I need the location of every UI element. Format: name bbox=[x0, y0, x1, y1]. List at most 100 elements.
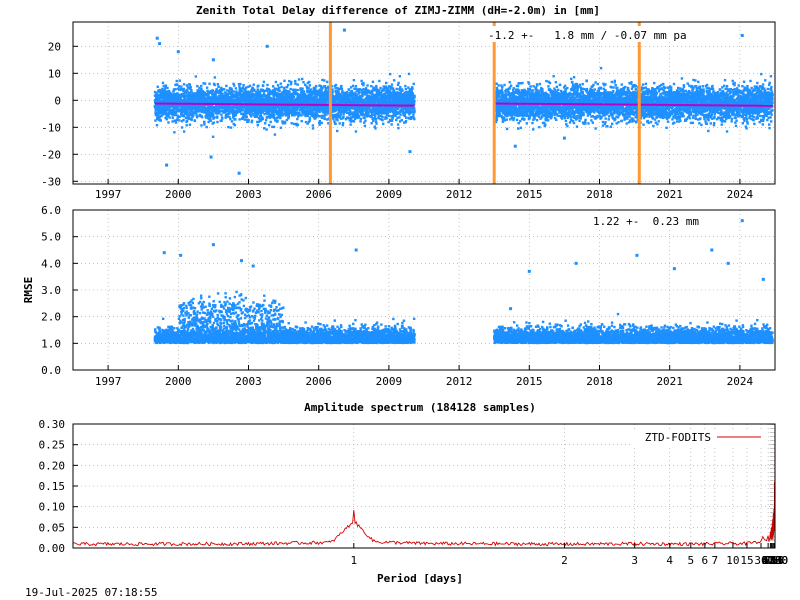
ztd-point bbox=[363, 124, 367, 128]
ztd-point bbox=[496, 91, 500, 95]
ztd-point bbox=[307, 80, 311, 84]
ztd-point bbox=[212, 121, 215, 124]
ztd-point bbox=[404, 90, 408, 94]
ztd-point bbox=[257, 90, 261, 94]
ztd-point bbox=[506, 93, 510, 96]
ztd-point bbox=[394, 95, 398, 98]
ztd-point bbox=[243, 106, 246, 109]
ztd-point bbox=[398, 92, 401, 95]
ztd-point bbox=[189, 86, 193, 89]
ztd-point bbox=[501, 91, 504, 94]
ztd-point bbox=[200, 87, 203, 91]
ztd-point bbox=[219, 91, 223, 94]
ztd-point bbox=[171, 112, 175, 116]
ztd-point bbox=[156, 85, 159, 88]
ztd-point bbox=[358, 94, 362, 98]
ztd-point bbox=[224, 96, 227, 99]
ztd-point bbox=[355, 93, 359, 96]
ztd-point bbox=[181, 94, 184, 98]
ztd-point bbox=[407, 72, 411, 76]
ztd-point bbox=[253, 115, 257, 119]
ztd-point bbox=[220, 119, 223, 123]
ztd-point bbox=[234, 87, 238, 90]
ztd-point bbox=[497, 108, 500, 112]
ztd-point bbox=[312, 95, 316, 99]
ztd-point bbox=[210, 91, 213, 94]
ztd-point bbox=[166, 86, 169, 90]
ztd-point bbox=[311, 127, 315, 130]
ztd-point bbox=[388, 107, 391, 111]
ztd-point bbox=[411, 110, 415, 114]
ztd-point bbox=[280, 107, 284, 110]
ztd-point bbox=[303, 98, 306, 101]
ztd-point bbox=[168, 107, 171, 110]
ztd-point bbox=[370, 98, 374, 101]
ztd-point bbox=[323, 99, 326, 102]
ztd-point bbox=[495, 118, 499, 122]
ztd-point bbox=[309, 107, 313, 111]
ztd-point bbox=[301, 87, 304, 90]
ztd-point bbox=[199, 97, 203, 100]
ztd-point bbox=[287, 115, 291, 119]
ztd-point bbox=[265, 104, 268, 108]
ztd-point bbox=[504, 113, 507, 117]
ztd-point bbox=[498, 113, 502, 116]
ztd-point bbox=[301, 77, 304, 81]
ztd-point bbox=[230, 87, 233, 90]
ztd-point bbox=[278, 97, 282, 101]
ztd-point bbox=[195, 114, 198, 117]
ztd-point bbox=[211, 98, 215, 102]
ztd-point bbox=[228, 88, 232, 91]
ztd-point bbox=[397, 81, 400, 85]
ztd-point bbox=[344, 117, 348, 121]
ztd-point bbox=[339, 86, 343, 89]
ztd-point bbox=[301, 91, 304, 94]
ztd-point bbox=[206, 110, 209, 113]
ztd-point bbox=[229, 126, 233, 129]
ztd-point bbox=[494, 120, 498, 124]
ztd-point bbox=[232, 90, 235, 93]
ztd-point bbox=[307, 90, 310, 94]
ztd-point bbox=[187, 94, 190, 98]
ztd-point bbox=[260, 118, 263, 121]
ztd-point bbox=[288, 108, 292, 111]
ztd-point bbox=[202, 82, 205, 85]
ztd-point bbox=[382, 97, 386, 100]
ztd-point bbox=[165, 107, 169, 110]
ztd-point bbox=[271, 106, 274, 110]
ztd-point bbox=[266, 112, 269, 115]
ztd-point bbox=[262, 80, 266, 84]
ztd-point bbox=[302, 90, 306, 93]
ztd-point bbox=[158, 93, 162, 97]
ztd-point bbox=[348, 109, 352, 113]
ztd-point bbox=[326, 110, 329, 113]
ztd-point bbox=[318, 108, 321, 111]
ztd-point bbox=[298, 112, 301, 115]
ztd-point bbox=[220, 109, 223, 113]
ztd-point bbox=[396, 116, 399, 119]
ztd-point bbox=[314, 89, 317, 92]
ztd-point bbox=[207, 90, 211, 93]
ztd-point bbox=[302, 81, 305, 84]
ztd-point bbox=[159, 119, 163, 122]
ztd-point bbox=[259, 119, 262, 123]
ztd-point bbox=[180, 87, 183, 91]
ztd-point bbox=[205, 116, 208, 119]
ztd-point bbox=[248, 108, 251, 111]
ztd-point bbox=[156, 113, 160, 116]
ztd-point bbox=[177, 105, 180, 108]
ztd-point bbox=[253, 114, 256, 117]
ztd-point bbox=[287, 114, 290, 117]
ztd-point bbox=[339, 114, 342, 118]
ztd-point bbox=[215, 106, 218, 109]
ztd-point bbox=[165, 91, 168, 94]
ztd-point bbox=[373, 100, 377, 104]
ztd-point bbox=[413, 117, 416, 121]
ztd-point bbox=[191, 109, 194, 113]
ztd-point bbox=[315, 115, 318, 119]
ztd-point bbox=[285, 110, 288, 113]
ztd-point bbox=[162, 99, 166, 102]
ztd-point bbox=[318, 88, 322, 91]
ztd-point bbox=[504, 95, 507, 98]
ztd-point bbox=[249, 104, 253, 107]
